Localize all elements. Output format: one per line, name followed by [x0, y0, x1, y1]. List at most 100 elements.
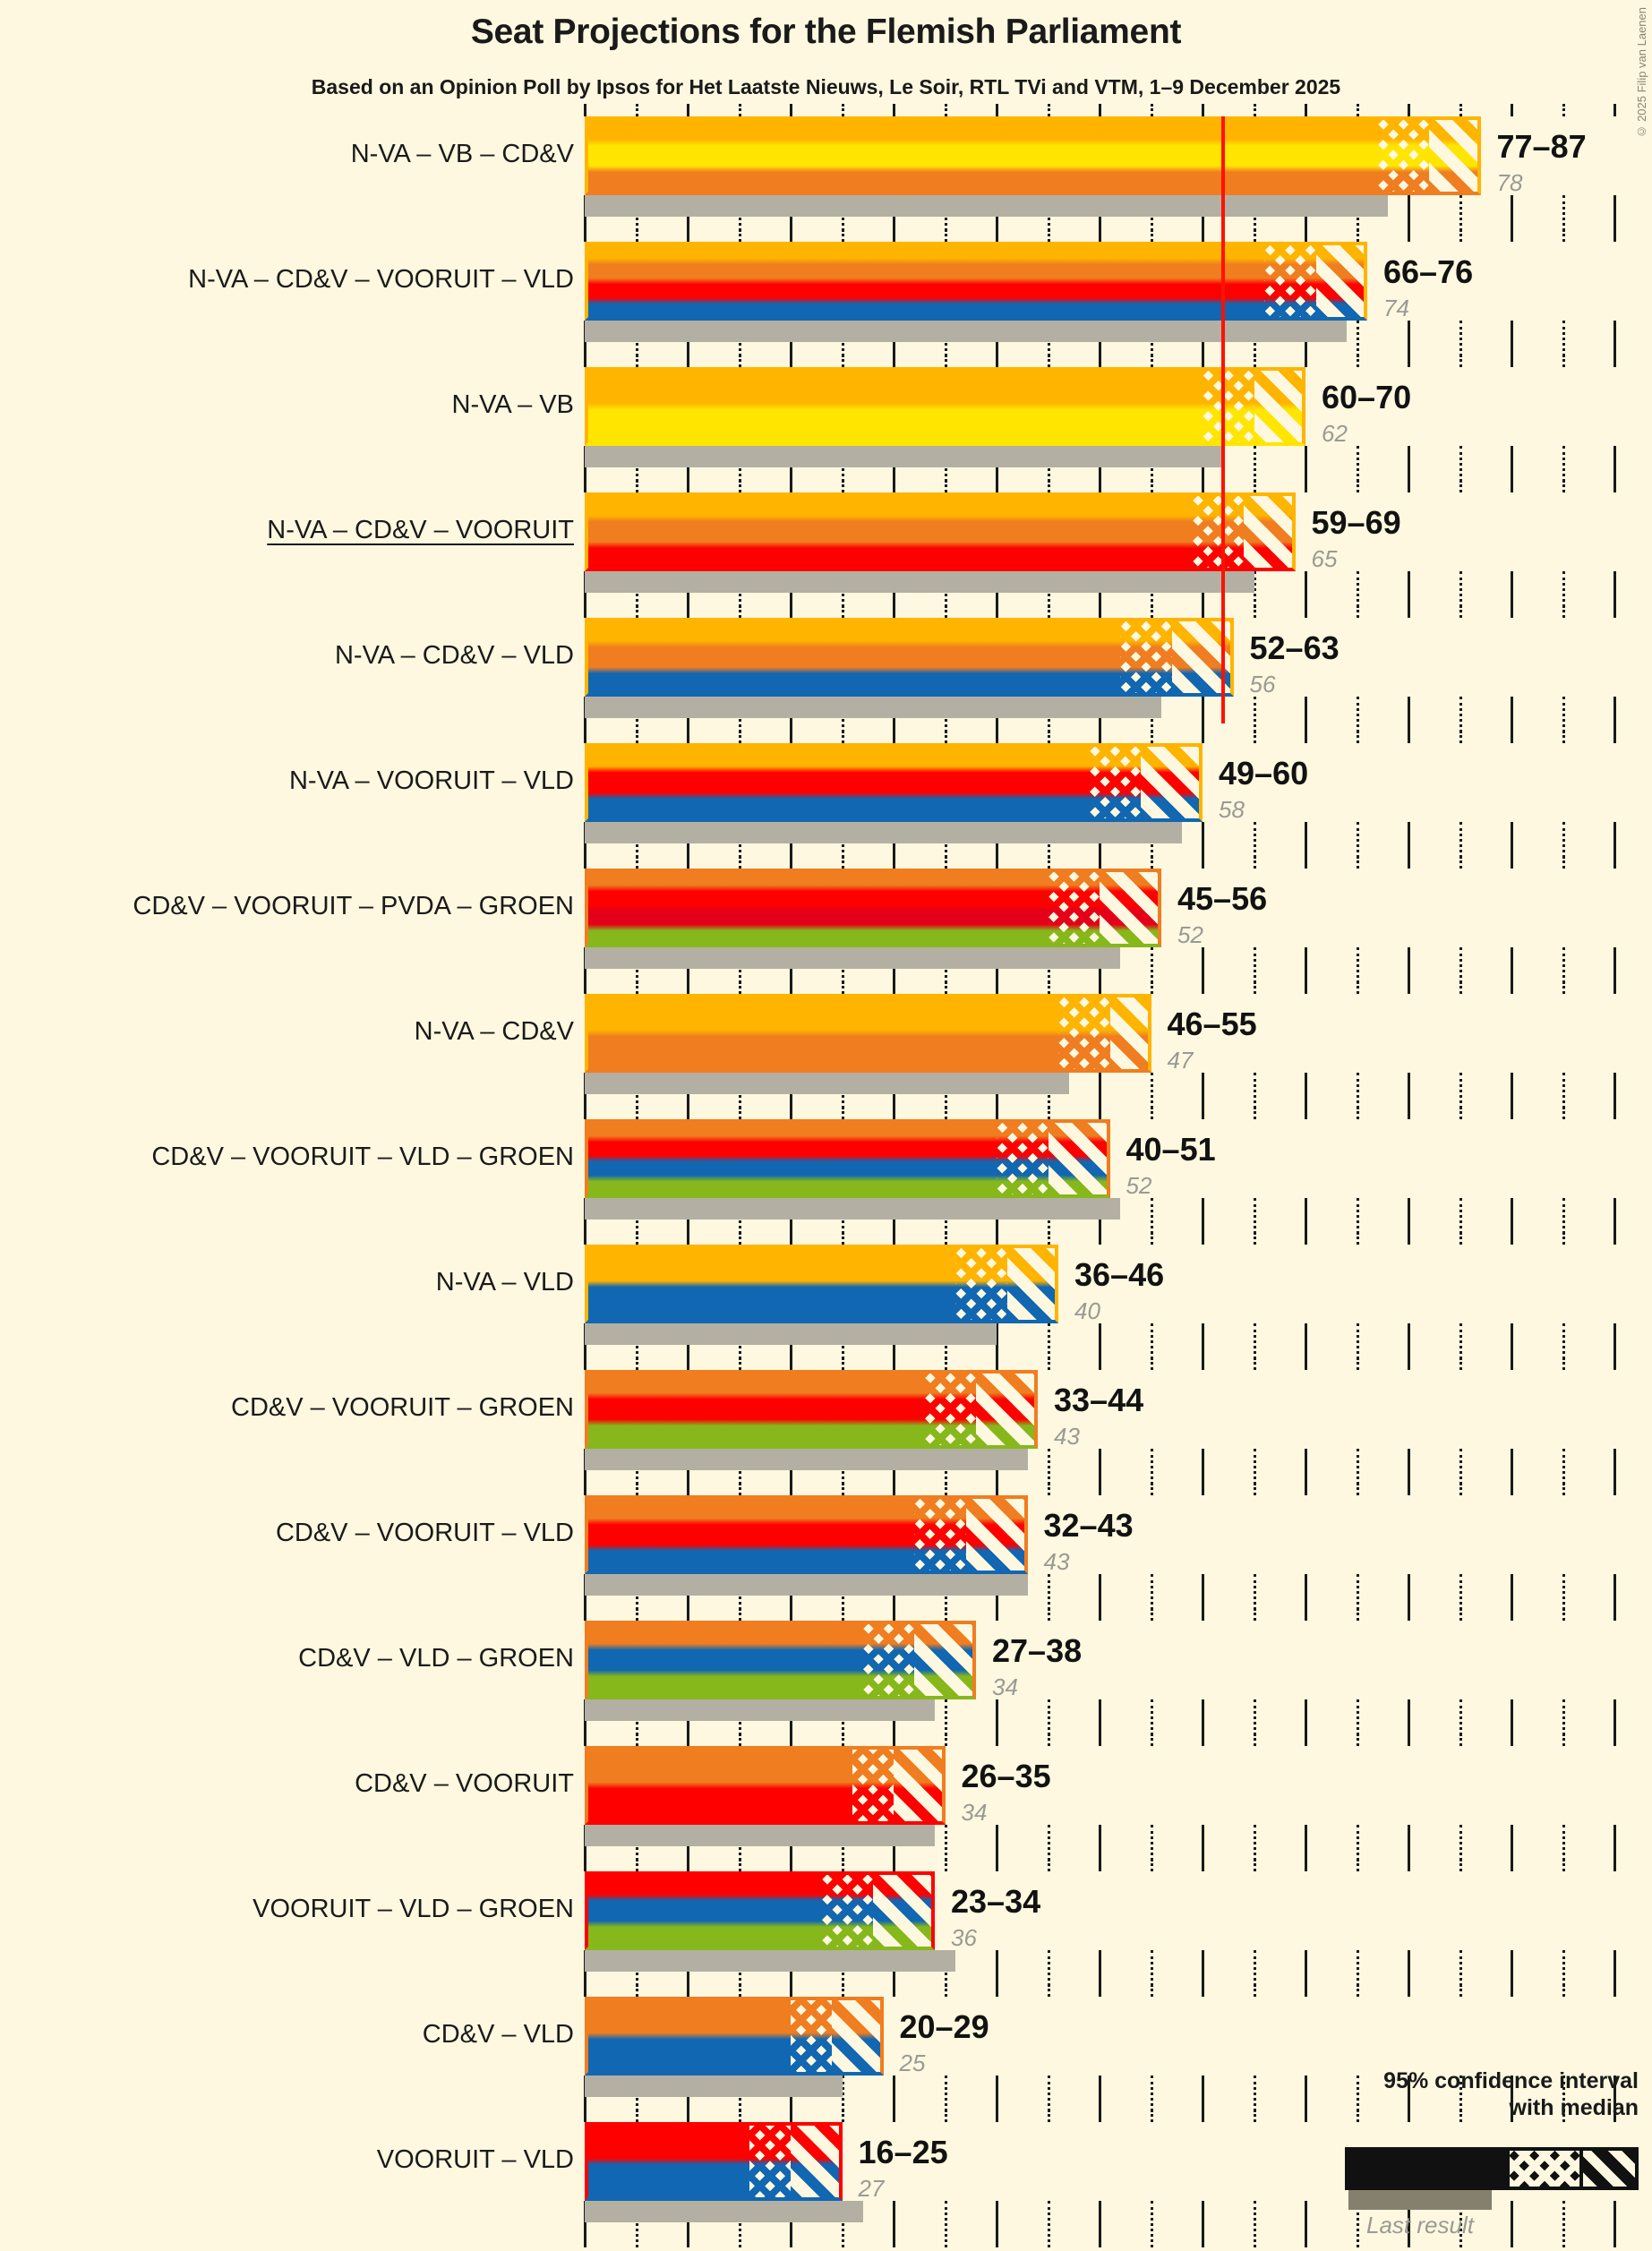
axis-tick-95: [1562, 480, 1565, 492]
axis-tick-70: [1305, 1107, 1307, 1119]
confidence-interval-bar: [585, 367, 1305, 446]
axis-tick-90: [1511, 355, 1513, 367]
range-label: 60–70: [1322, 379, 1412, 415]
range-label: 20–29: [899, 2008, 989, 2045]
axis-tick-90: [1511, 1733, 1513, 1746]
axis-tick-75: [1356, 1608, 1359, 1621]
axis-tick-100: [1613, 856, 1616, 869]
axis-tick-20: [790, 1859, 792, 1871]
axis-tick-70: [1305, 856, 1307, 869]
ci-median-crosshatch-segment: [1377, 116, 1429, 195]
chart-row: N-VA – VLD 36–46 40: [0, 1232, 1652, 1370]
confidence-interval-bar: [585, 869, 1161, 947]
chart-row: N-VA – CD&V – VOORUIT – VLD 66–76 74: [0, 229, 1652, 367]
axis-tick-60: [1202, 1608, 1204, 1621]
axis-tick-30: [893, 1984, 895, 1997]
axis-tick-45: [1047, 355, 1050, 367]
axis-tick-85: [1459, 1483, 1462, 1495]
seat-projection-plot: N-VA – VB – CD&V 77–87 78 N-VA – CD&V – VOO…: [0, 104, 1652, 2251]
axis-tick-75: [1356, 229, 1359, 242]
last-result-label: 43: [1043, 1548, 1070, 1575]
axis-tick-100: [1613, 1107, 1616, 1119]
axis-tick-55: [1150, 1859, 1153, 1871]
axis-tick-40: [996, 1859, 998, 1871]
axis-tick-65: [1253, 1859, 1256, 1871]
axis-tick-45: [1047, 2110, 1050, 2122]
axis-ticks: [0, 1232, 1652, 1245]
last-result-label: 65: [1311, 545, 1338, 572]
axis-tick-15: [738, 731, 741, 743]
axis-tick-70: [1305, 1357, 1307, 1370]
axis-tick-90: [1511, 731, 1513, 743]
axis-tick-75: [1356, 1232, 1359, 1245]
axis-tick-0: [584, 1232, 586, 1245]
axis-tick-85: [1459, 229, 1462, 242]
last-result-label: 40: [1074, 1297, 1100, 1324]
chart-row: CD&V – VOORUIT – VLD 32–43 43: [0, 1483, 1652, 1621]
axis-tick-40: [996, 731, 998, 743]
axis-tick-25: [841, 229, 844, 242]
axis-tick-30: [893, 1608, 895, 1621]
ci-median-crosshatch-segment: [821, 1871, 873, 1950]
axis-tick-70: [1305, 1859, 1307, 1871]
axis-tick-50: [1099, 856, 1101, 869]
axis-tick-15: [738, 104, 741, 116]
axis-tick-0: [584, 1357, 586, 1370]
ci-bar-outline: [585, 1370, 1038, 1449]
axis-tick-0: [584, 1984, 586, 1997]
axis-tick-70: [1305, 355, 1307, 367]
axis-tick-35: [944, 1357, 947, 1370]
axis-tick-25: [841, 1483, 844, 1495]
axis-tick-5: [635, 229, 638, 242]
axis-tick-60: [1202, 1733, 1204, 1746]
axis-tick-80: [1408, 480, 1410, 492]
axis-tick-55: [1150, 981, 1153, 994]
confidence-interval-bar: [585, 1997, 884, 2076]
ci-median-crosshatch-segment: [1058, 994, 1110, 1073]
axis-tick-35: [944, 2201, 947, 2247]
axis-tick-45: [1047, 1608, 1050, 1621]
axis-tick-5: [635, 981, 638, 994]
axis-tick-75: [1356, 981, 1359, 994]
axis-tick-90: [1511, 1984, 1513, 1997]
chart-row: N-VA – CD&V – VOORUIT 59–69 65: [0, 480, 1652, 618]
range-label: 77–87: [1496, 128, 1587, 165]
value-labels: 23–34 36: [951, 1886, 1040, 1951]
coalition-label: CD&V – VOORUIT – VLD – GROEN: [151, 1143, 574, 1171]
axis-ticks: [0, 104, 1652, 116]
axis-tick-35: [944, 731, 947, 743]
ci-upper-hatch-segment: [965, 1495, 1028, 1574]
ci-solid-segment: [585, 1621, 863, 1699]
ci-bar-outline: [585, 367, 1305, 446]
axis-tick-55: [1150, 856, 1153, 869]
axis-tick-70: [1305, 731, 1307, 743]
axis-tick-100: [1613, 731, 1616, 743]
legend-upper-hatch: [1583, 2151, 1635, 2187]
axis-tick-50: [1099, 981, 1101, 994]
axis-tick-5: [635, 856, 638, 869]
axis-tick-15: [738, 480, 741, 492]
ci-median-crosshatch-segment: [1120, 618, 1172, 697]
ci-bar-outline: [585, 2122, 843, 2201]
axis-tick-100: [1613, 1984, 1616, 1997]
axis-tick-35: [944, 605, 947, 618]
axis-ticks: [0, 1608, 1652, 1621]
legend-median-hatch: [1510, 2151, 1579, 2187]
axis-tick-45: [1047, 731, 1050, 743]
axis-tick-70: [1305, 1608, 1307, 1621]
axis-tick-55: [1150, 2201, 1153, 2247]
chart-row: N-VA – VB – CD&V 77–87 78: [0, 104, 1652, 242]
last-result-label: 36: [951, 1924, 977, 1951]
axis-tick-45: [1047, 1733, 1050, 1746]
legend-last-result-bar: [1348, 2190, 1492, 2210]
axis-tick-80: [1408, 229, 1410, 242]
axis-tick-80: [1408, 981, 1410, 994]
axis-tick-10: [687, 1984, 689, 1997]
axis-tick-80: [1408, 1357, 1410, 1370]
axis-tick-100: [1613, 1232, 1616, 1245]
range-label: 27–38: [992, 1632, 1083, 1669]
axis-tick-25: [841, 1357, 844, 1370]
tick-band-top: [0, 1107, 1652, 1119]
axis-tick-5: [635, 1357, 638, 1370]
ci-bar-outline: [585, 1495, 1028, 1574]
